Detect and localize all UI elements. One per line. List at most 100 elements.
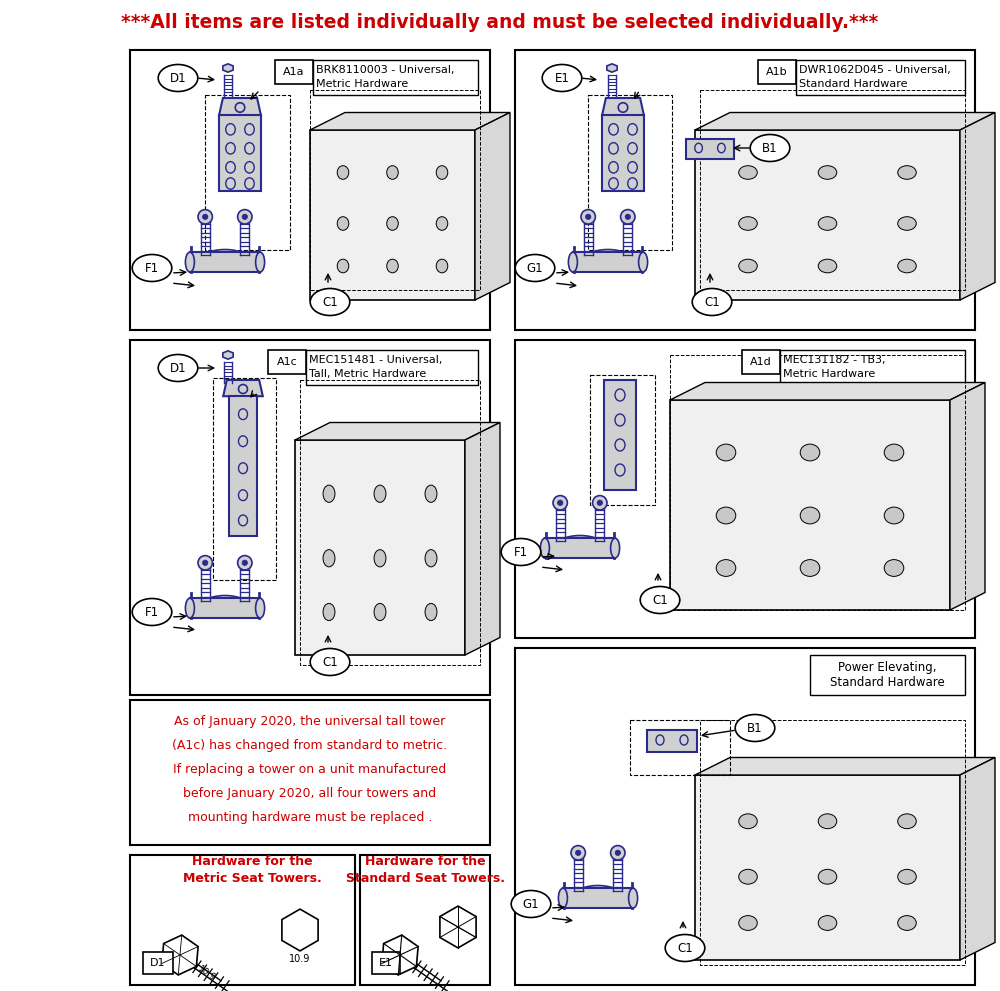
Bar (213, 378, 276, 580)
Ellipse shape (323, 550, 335, 567)
Circle shape (553, 496, 567, 510)
Ellipse shape (739, 260, 757, 273)
Ellipse shape (818, 916, 837, 931)
Polygon shape (695, 113, 995, 130)
Circle shape (597, 500, 602, 505)
Ellipse shape (818, 814, 837, 828)
Ellipse shape (639, 252, 648, 272)
Text: 10.9: 10.9 (289, 953, 311, 963)
Ellipse shape (884, 507, 904, 524)
Text: DWR1062D045 - Universal,: DWR1062D045 - Universal, (799, 65, 951, 75)
Text: 10.9: 10.9 (196, 964, 218, 983)
Bar (268, 350, 306, 374)
Ellipse shape (132, 255, 172, 281)
Ellipse shape (898, 916, 916, 931)
Text: A1c: A1c (277, 357, 297, 367)
Bar (590, 375, 655, 505)
Text: If replacing a tower on a unit manufactured: If replacing a tower on a unit manufactu… (173, 763, 447, 777)
Circle shape (586, 214, 591, 219)
Ellipse shape (640, 587, 680, 613)
Ellipse shape (436, 260, 448, 273)
Ellipse shape (800, 444, 820, 461)
Ellipse shape (425, 550, 437, 567)
Ellipse shape (310, 648, 350, 676)
Ellipse shape (800, 507, 820, 524)
Bar (275, 60, 313, 84)
Ellipse shape (692, 288, 732, 315)
Ellipse shape (716, 444, 736, 461)
Circle shape (621, 210, 635, 224)
Polygon shape (670, 383, 985, 400)
Polygon shape (960, 757, 995, 960)
Text: B1: B1 (747, 721, 763, 734)
Text: C1: C1 (322, 295, 338, 308)
Bar (588, 95, 672, 250)
Bar (143, 952, 173, 974)
Polygon shape (223, 63, 233, 72)
Ellipse shape (735, 715, 775, 741)
Ellipse shape (739, 165, 757, 179)
Ellipse shape (323, 604, 335, 620)
Ellipse shape (542, 64, 582, 91)
Circle shape (571, 845, 585, 860)
Bar (130, 340, 490, 695)
Bar (515, 50, 975, 330)
Polygon shape (282, 909, 318, 951)
Text: Hardware for the
Standard Seat Towers.: Hardware for the Standard Seat Towers. (346, 855, 505, 885)
Text: C1: C1 (322, 655, 338, 669)
Ellipse shape (739, 217, 757, 230)
Bar (742, 350, 780, 374)
Bar (295, 440, 465, 655)
Circle shape (198, 210, 212, 224)
Text: F1: F1 (514, 545, 528, 559)
Circle shape (581, 210, 595, 224)
Ellipse shape (515, 255, 555, 281)
Polygon shape (295, 422, 500, 440)
Ellipse shape (374, 604, 386, 620)
Ellipse shape (310, 288, 350, 315)
Ellipse shape (818, 869, 837, 884)
Text: Power Elevating,
Standard Hardware: Power Elevating, Standard Hardware (830, 661, 944, 689)
Circle shape (238, 210, 252, 224)
Text: C1: C1 (652, 594, 668, 606)
Circle shape (615, 850, 620, 855)
Text: D1: D1 (170, 71, 186, 84)
Polygon shape (223, 380, 263, 396)
Ellipse shape (818, 260, 837, 273)
Text: (A1c) has changed from standard to metric.: (A1c) has changed from standard to metri… (172, 739, 448, 752)
Text: A1a: A1a (283, 67, 305, 77)
Bar (602, 115, 644, 191)
Text: A1b: A1b (766, 67, 788, 77)
Circle shape (198, 556, 212, 570)
Ellipse shape (629, 888, 638, 908)
Bar (229, 396, 257, 536)
Ellipse shape (716, 560, 736, 577)
Ellipse shape (898, 217, 916, 230)
Text: F1: F1 (145, 262, 159, 275)
Ellipse shape (800, 560, 820, 577)
Ellipse shape (665, 935, 705, 961)
Polygon shape (950, 383, 985, 610)
Bar (130, 50, 490, 330)
Bar (563, 888, 633, 908)
Polygon shape (607, 63, 617, 72)
Circle shape (202, 560, 208, 566)
Text: C1: C1 (677, 941, 693, 954)
Text: G1: G1 (527, 262, 543, 275)
Ellipse shape (898, 869, 916, 884)
Polygon shape (602, 98, 644, 115)
Ellipse shape (425, 486, 437, 502)
Text: Metric Hardware: Metric Hardware (783, 369, 875, 379)
Ellipse shape (898, 814, 916, 828)
Bar (700, 720, 965, 965)
Ellipse shape (436, 165, 448, 179)
Ellipse shape (558, 888, 567, 908)
Ellipse shape (337, 165, 349, 179)
Text: MEC131182 - TB3,: MEC131182 - TB3, (783, 355, 886, 365)
Text: Tall, Metric Hardware: Tall, Metric Hardware (309, 369, 426, 379)
Ellipse shape (256, 599, 265, 618)
Polygon shape (219, 98, 261, 115)
Ellipse shape (818, 217, 837, 230)
Bar (515, 648, 975, 985)
Ellipse shape (158, 64, 198, 91)
